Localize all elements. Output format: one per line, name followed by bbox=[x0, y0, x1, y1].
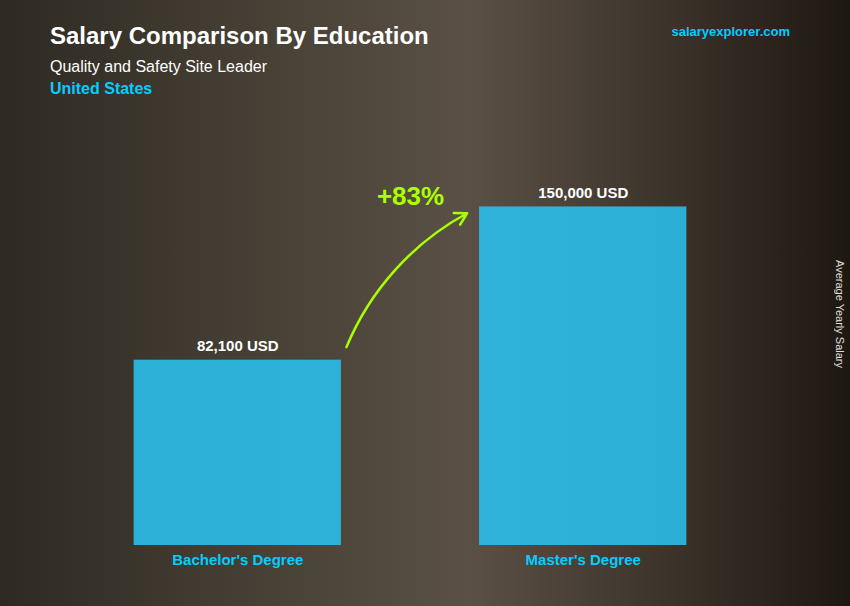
svg-text:150,000 USD: 150,000 USD bbox=[538, 184, 628, 201]
html-text:Salary Comparison By Education: Salary Comparison By Education bbox=[50, 22, 429, 49]
html-text:United States: United States bbox=[50, 80, 153, 97]
html-text:Quality and Safety Site Leader: Quality and Safety Site Leader bbox=[50, 58, 267, 75]
svg-text:Master's Degree: Master's Degree bbox=[526, 551, 641, 568]
svg-text:+83%: +83% bbox=[377, 181, 444, 211]
html-text:Average Yearly Salary: Average Yearly Salary bbox=[834, 260, 846, 368]
svg-text:Bachelor's Degree: Bachelor's Degree bbox=[172, 551, 303, 568]
html-text:salaryexplorer.com: salaryexplorer.com bbox=[671, 24, 790, 39]
svg-text:82,100 USD: 82,100 USD bbox=[197, 337, 279, 354]
